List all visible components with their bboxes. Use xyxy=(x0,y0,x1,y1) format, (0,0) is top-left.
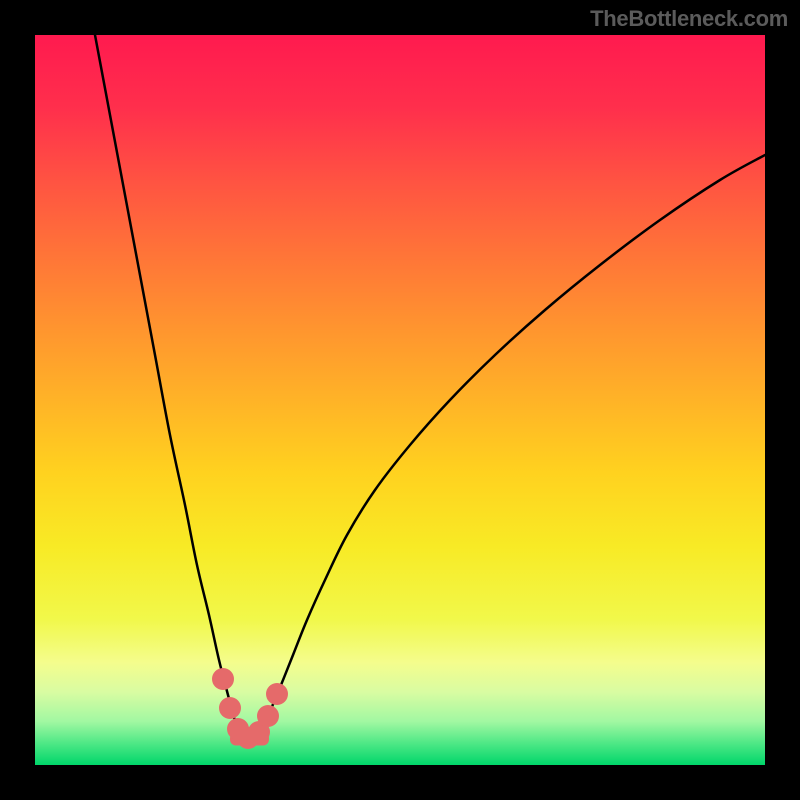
marker-dot xyxy=(212,668,234,690)
chart-background xyxy=(35,35,765,765)
plot-area xyxy=(35,35,765,765)
marker-dot xyxy=(257,705,279,727)
marker-dot xyxy=(219,697,241,719)
outer-frame: TheBottleneck.com xyxy=(0,0,800,800)
marker-dot xyxy=(266,683,288,705)
watermark-text: TheBottleneck.com xyxy=(590,6,788,32)
bottleneck-chart xyxy=(35,35,765,765)
